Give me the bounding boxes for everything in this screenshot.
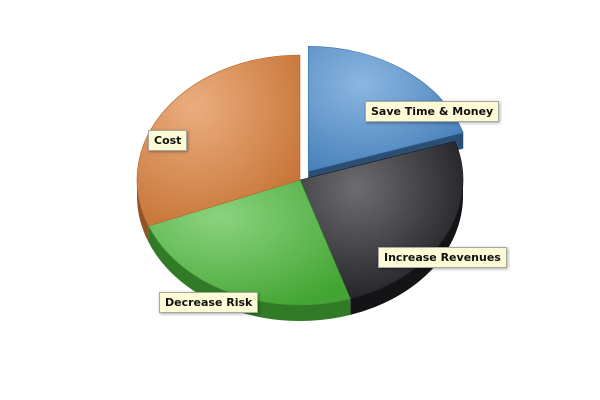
slice-label-increase-revenues: Increase Revenues (378, 247, 507, 268)
slice-label-decrease-risk: Decrease Risk (159, 292, 259, 313)
slice-label-cost: Cost (148, 130, 188, 151)
slice-cost (136, 54, 301, 227)
slice-side-cost (137, 180, 149, 243)
slice-label-save-time-money: Save Time & Money (365, 101, 500, 122)
